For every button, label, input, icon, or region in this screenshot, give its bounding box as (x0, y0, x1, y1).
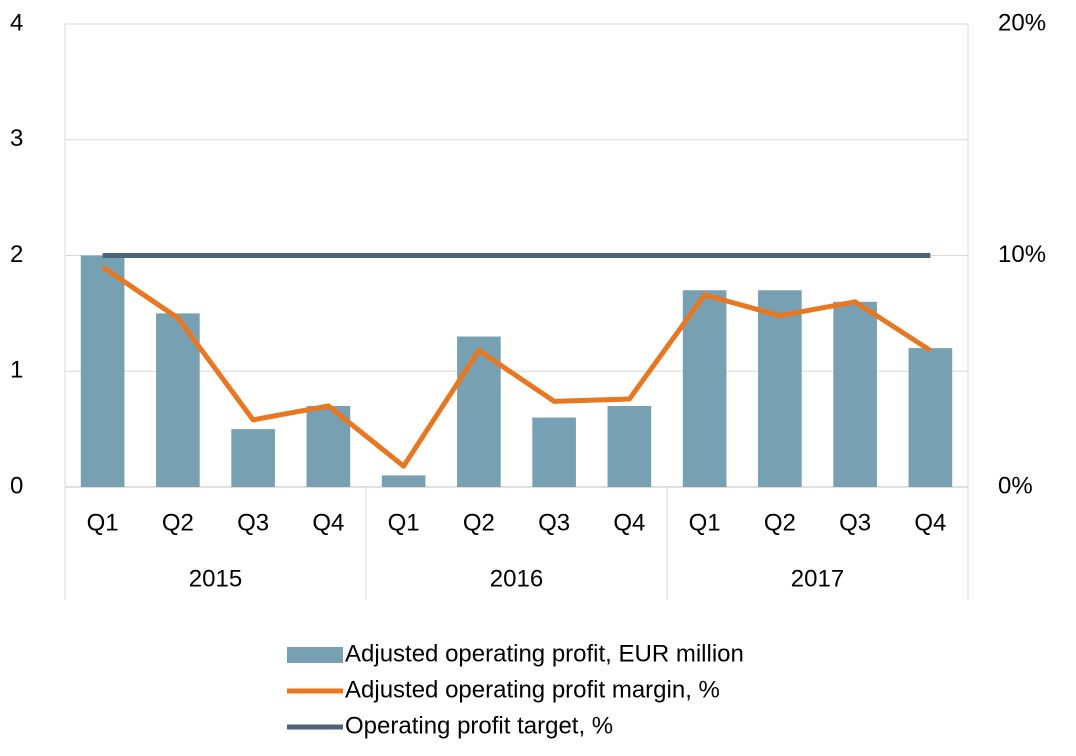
x-tick-label: Q1 (87, 509, 119, 536)
bar (607, 405, 652, 487)
bar (231, 429, 275, 487)
bar (908, 348, 953, 487)
y-tick-label: 0 (10, 472, 23, 499)
x-tick-label: Q2 (162, 509, 194, 536)
x-tick-label: Q1 (689, 509, 721, 536)
y-tick-label: 4 (10, 9, 23, 36)
legend-label: Adjusted operating profit margin, % (345, 676, 720, 703)
x-tick-label: Q4 (312, 509, 344, 536)
group-label: 2016 (490, 565, 543, 592)
x-tick-label: Q4 (914, 509, 946, 536)
x-tick-label: Q2 (764, 509, 796, 536)
x-tick-label: Q2 (463, 509, 495, 536)
group-label: 2017 (791, 565, 844, 592)
bar (80, 255, 125, 487)
legend-swatch (287, 647, 343, 663)
legend-label: Operating profit target, % (345, 712, 613, 739)
y-tick-label: 3 (10, 125, 23, 152)
bar (532, 417, 576, 487)
y2-tick-label: 0% (998, 472, 1033, 499)
line (101, 265, 932, 469)
y-tick-label: 1 (10, 357, 23, 384)
legend-label: Adjusted operating profit, EUR million (345, 640, 744, 667)
bar (682, 290, 727, 487)
y2-tick-label: 10% (998, 241, 1046, 268)
bar (381, 475, 426, 487)
group-label: 2015 (189, 565, 242, 592)
x-tick-label: Q1 (388, 509, 420, 536)
y2-tick-label: 20% (998, 9, 1046, 36)
bar (758, 290, 802, 487)
bar (156, 313, 200, 487)
x-tick-label: Q3 (237, 509, 269, 536)
bar (833, 301, 877, 487)
x-tick-label: Q4 (613, 509, 645, 536)
x-tick-label: Q3 (538, 509, 570, 536)
y-tick-label: 2 (10, 241, 23, 268)
x-tick-label: Q3 (839, 509, 871, 536)
